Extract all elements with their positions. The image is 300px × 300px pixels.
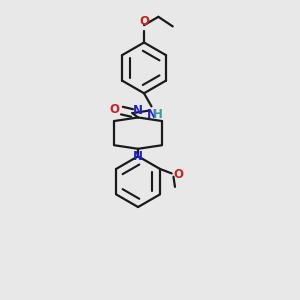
- Text: O: O: [173, 168, 184, 181]
- Text: N: N: [133, 103, 143, 117]
- Text: H: H: [153, 108, 163, 121]
- Text: O: O: [110, 103, 119, 116]
- Text: N: N: [133, 150, 143, 163]
- Text: O: O: [139, 15, 149, 28]
- Text: N: N: [146, 108, 157, 121]
